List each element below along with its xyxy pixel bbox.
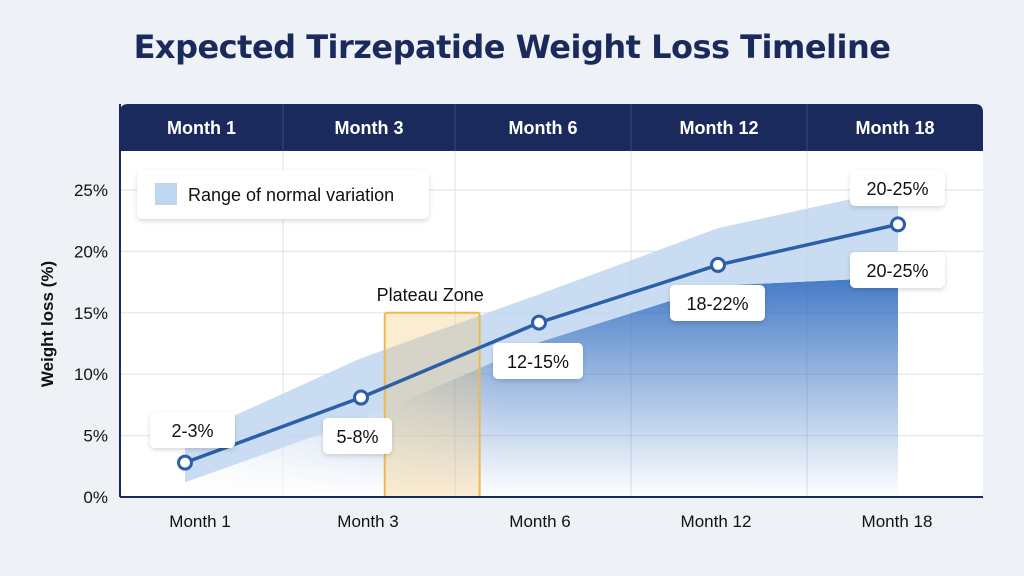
header-cell: Month 3 xyxy=(335,118,404,138)
header-cell: Month 1 xyxy=(167,118,236,138)
data-label-box xyxy=(850,252,945,288)
chart-title: Expected Tirzepatide Weight Loss Timelin… xyxy=(133,28,891,66)
data-label: 5-8% xyxy=(336,427,378,447)
header-bar xyxy=(120,104,983,151)
y-tick-label: 15% xyxy=(74,304,108,323)
y-tick-label: 5% xyxy=(83,427,108,446)
header-cell: Month 18 xyxy=(856,118,935,138)
x-tick-label: Month 3 xyxy=(337,512,398,531)
data-point xyxy=(353,389,369,406)
plateau-label: Plateau Zone xyxy=(377,285,484,305)
legend-label: Range of normal variation xyxy=(188,185,394,205)
data-label: 20-25% xyxy=(866,261,928,281)
plateau-zone xyxy=(383,311,481,498)
y-tick-label: 25% xyxy=(74,181,108,200)
data-label-box xyxy=(150,412,235,448)
x-tick-label: Month 1 xyxy=(169,512,230,531)
data-label: 18-22% xyxy=(686,294,748,314)
data-label-box xyxy=(670,285,765,321)
data-label-box xyxy=(493,343,583,379)
y-tick-label: 0% xyxy=(83,488,108,507)
legend-box xyxy=(137,170,429,219)
data-point xyxy=(531,314,547,331)
y-axis-label: Weight loss (%) xyxy=(38,261,57,387)
data-label: 12-15% xyxy=(507,352,569,372)
header-cell: Month 6 xyxy=(509,118,578,138)
data-label-box xyxy=(850,170,945,206)
y-tick-label: 10% xyxy=(74,365,108,384)
data-point xyxy=(710,256,726,273)
data-point xyxy=(890,216,906,233)
header-cell: Month 12 xyxy=(680,118,759,138)
data-label: 2-3% xyxy=(171,421,213,441)
y-tick-label: 20% xyxy=(74,242,108,261)
x-tick-label: Month 18 xyxy=(862,512,933,531)
data-label-box xyxy=(323,418,392,454)
x-tick-label: Month 6 xyxy=(509,512,570,531)
data-point xyxy=(177,454,193,471)
data-label: 20-25% xyxy=(866,179,928,199)
legend-swatch xyxy=(155,183,177,205)
x-tick-label: Month 12 xyxy=(681,512,752,531)
